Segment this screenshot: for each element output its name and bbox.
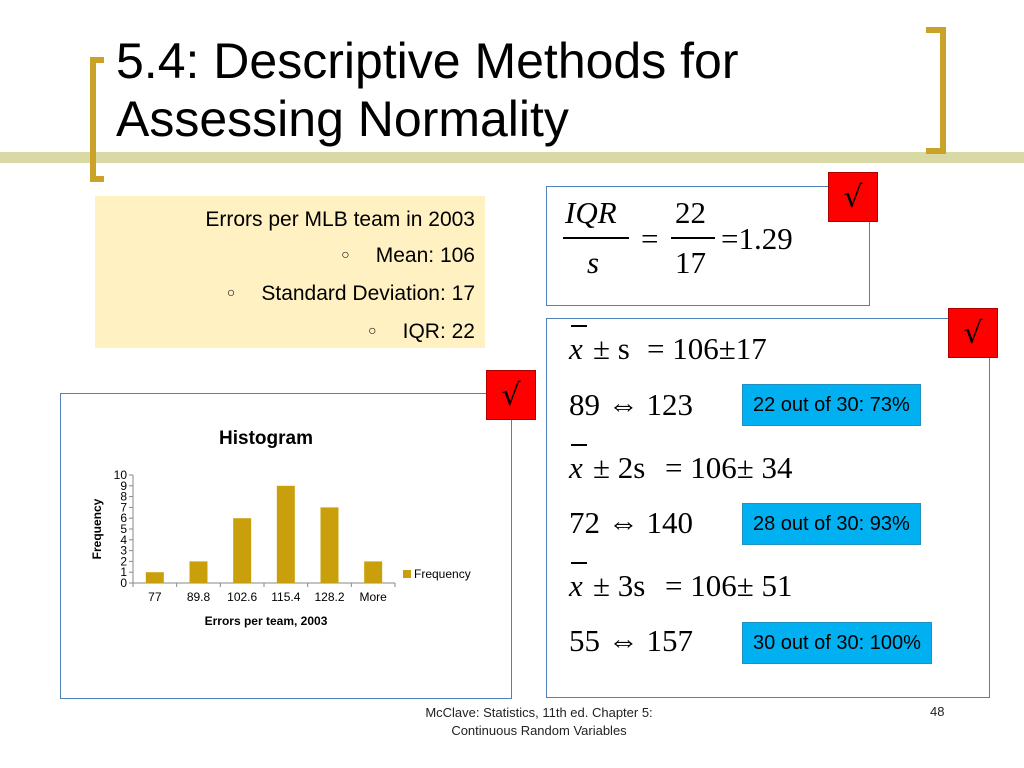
left-bracket-decoration <box>90 57 104 182</box>
value-numerator: 22 <box>675 195 706 230</box>
slide-number: 48 <box>930 704 945 719</box>
interval-2-badge: 28 out of 30: 93% <box>742 503 921 545</box>
iqr-ratio-box: IQR s = 22 17 =1.29 <box>546 186 870 306</box>
interval-1-badge: 22 out of 30: 73% <box>742 384 921 426</box>
interval-3-badge: 30 out of 30: 100% <box>742 622 932 664</box>
histogram-bar <box>364 561 383 583</box>
histogram-bar <box>145 572 164 583</box>
interval-2-value: = 106± 34 <box>665 450 793 485</box>
histogram-bar <box>233 518 252 583</box>
xbar-overline <box>571 562 587 564</box>
info-heading: Errors per MLB team in 2003 <box>205 208 475 231</box>
xbar-overline <box>571 325 587 327</box>
y-tick-label: 9 <box>120 479 127 493</box>
y-tick-label: 5 <box>120 522 127 536</box>
x-tick-label: 89.8 <box>187 590 211 604</box>
interval-1-value: = 106±17 <box>647 331 767 366</box>
xbar-symbol: x <box>569 331 583 366</box>
legend-label: Frequency <box>414 567 471 581</box>
equals-sign: = <box>641 221 659 256</box>
info-bullet-sd: ○ Standard Deviation: 17 <box>105 274 475 312</box>
footer-citation: McClave: Statistics, 11th ed. Chapter 5:… <box>380 704 698 740</box>
footer-line-1: McClave: Statistics, 11th ed. Chapter 5: <box>425 705 653 720</box>
bullet-icon: ○ <box>226 284 236 300</box>
fraction-bar <box>671 237 715 239</box>
interval-3-plusminus: ± 3s <box>593 568 646 603</box>
interval-2-plusminus: ± 2s <box>593 450 646 485</box>
y-tick-label: 8 <box>120 490 127 504</box>
interval-2-range: 72 ⇔ 140 <box>569 505 693 540</box>
fraction-bar <box>563 237 629 239</box>
x-tick-label: 102.6 <box>227 590 257 604</box>
histogram-bar <box>320 507 339 583</box>
slide-title: 5.4: Descriptive Methods for Assessing N… <box>116 32 916 148</box>
y-tick-label: 3 <box>120 544 127 558</box>
y-tick-label: 7 <box>120 500 127 514</box>
info-box: Errors per MLB team in 2003 ○ Mean: 106 ○… <box>95 196 485 348</box>
interval-1-plusminus: ± s <box>593 331 630 366</box>
interval-3-value: = 106± 51 <box>665 568 793 603</box>
y-tick-label: 4 <box>120 533 127 547</box>
chart-title: Histogram <box>219 428 313 449</box>
y-tick-label: 10 <box>114 468 128 482</box>
checkmark-icon: √ <box>948 308 998 358</box>
x-tick-label: 115.4 <box>271 590 300 604</box>
xbar-overline <box>571 444 587 446</box>
bullet-icon: ○ <box>368 322 377 338</box>
histogram-chart-box: Histogram 0 1 2 3 4 5 6 7 8 9 10 77 89.8 102.6 115.4 128… <box>60 393 512 699</box>
x-axis-label: Errors per team, 2003 <box>205 614 328 628</box>
y-tick-label: 2 <box>120 554 127 568</box>
right-bracket-decoration <box>926 27 946 154</box>
formula-numerator: IQR <box>565 195 617 230</box>
histogram-bar <box>276 485 295 583</box>
interval-3-range: 55 ⇔ 157 <box>569 623 693 658</box>
info-bullet-mean: ○ Mean: 106 <box>105 236 475 274</box>
info-bullet-iqr: ○ IQR: 22 <box>105 312 475 350</box>
checkmark-icon: √ <box>828 172 878 222</box>
formula-denominator: s <box>587 245 600 280</box>
x-tick-label: 77 <box>148 590 162 604</box>
x-tick-label: More <box>359 590 387 604</box>
xbar-symbol: x <box>569 568 583 603</box>
checkmark-icon: √ <box>486 370 536 420</box>
interval-1-range: 89 ⇔ 123 <box>569 387 693 422</box>
legend-swatch <box>403 570 411 578</box>
y-tick-label: 6 <box>120 511 127 525</box>
value-denominator: 17 <box>675 245 706 280</box>
ratio-result: =1.29 <box>721 221 793 256</box>
title-line-2: Assessing Normality <box>116 91 569 147</box>
footer-line-2: Continuous Random Variables <box>451 723 627 738</box>
y-axis-label: Frequency <box>90 498 104 559</box>
xbar-symbol: x <box>569 450 583 485</box>
histogram-bar <box>189 561 208 583</box>
y-tick-label: 1 <box>120 565 127 579</box>
y-tick-label: 0 <box>120 576 127 590</box>
title-stripe <box>0 152 1024 163</box>
x-tick-label: 128.2 <box>314 590 344 604</box>
bullet-icon: ○ <box>341 246 350 262</box>
title-line-1: 5.4: Descriptive Methods for <box>116 33 739 89</box>
